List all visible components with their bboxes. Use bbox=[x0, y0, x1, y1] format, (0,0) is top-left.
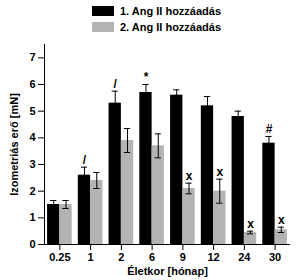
svg-text:0.25: 0.25 bbox=[49, 251, 70, 263]
svg-text:5: 5 bbox=[29, 105, 35, 117]
svg-text:x: x bbox=[278, 213, 285, 227]
svg-text:24: 24 bbox=[238, 251, 251, 263]
svg-text:6: 6 bbox=[29, 78, 35, 90]
svg-text:6: 6 bbox=[149, 251, 155, 263]
svg-text:/: / bbox=[83, 153, 87, 167]
svg-text:3: 3 bbox=[29, 158, 35, 170]
svg-text:2: 2 bbox=[118, 251, 124, 263]
svg-text:1: 1 bbox=[88, 251, 94, 263]
html-text:2. Ang II hozzáadás: 2. Ang II hozzáadás bbox=[120, 21, 222, 33]
svg-text:4: 4 bbox=[29, 131, 36, 143]
svg-text:30: 30 bbox=[269, 251, 281, 263]
svg-text:0: 0 bbox=[29, 238, 35, 250]
svg-text:9: 9 bbox=[180, 251, 186, 263]
svg-text:2: 2 bbox=[29, 185, 35, 197]
html-text:1. Ang II hozzáadás: 1. Ang II hozzáadás bbox=[120, 5, 222, 17]
svg-text:x: x bbox=[247, 217, 254, 231]
svg-text:Életkor [hónap]: Életkor [hónap] bbox=[127, 265, 208, 277]
svg-text:x: x bbox=[186, 169, 193, 183]
svg-text:Izometriás erő [mN]: Izometriás erő [mN] bbox=[8, 93, 20, 196]
svg-text:1: 1 bbox=[29, 211, 35, 223]
svg-text:*: * bbox=[144, 70, 149, 84]
svg-text:/: / bbox=[114, 77, 118, 91]
svg-text:x: x bbox=[216, 165, 223, 179]
svg-text:#: # bbox=[266, 122, 273, 136]
svg-text:7: 7 bbox=[29, 51, 35, 63]
svg-text:12: 12 bbox=[208, 251, 220, 263]
